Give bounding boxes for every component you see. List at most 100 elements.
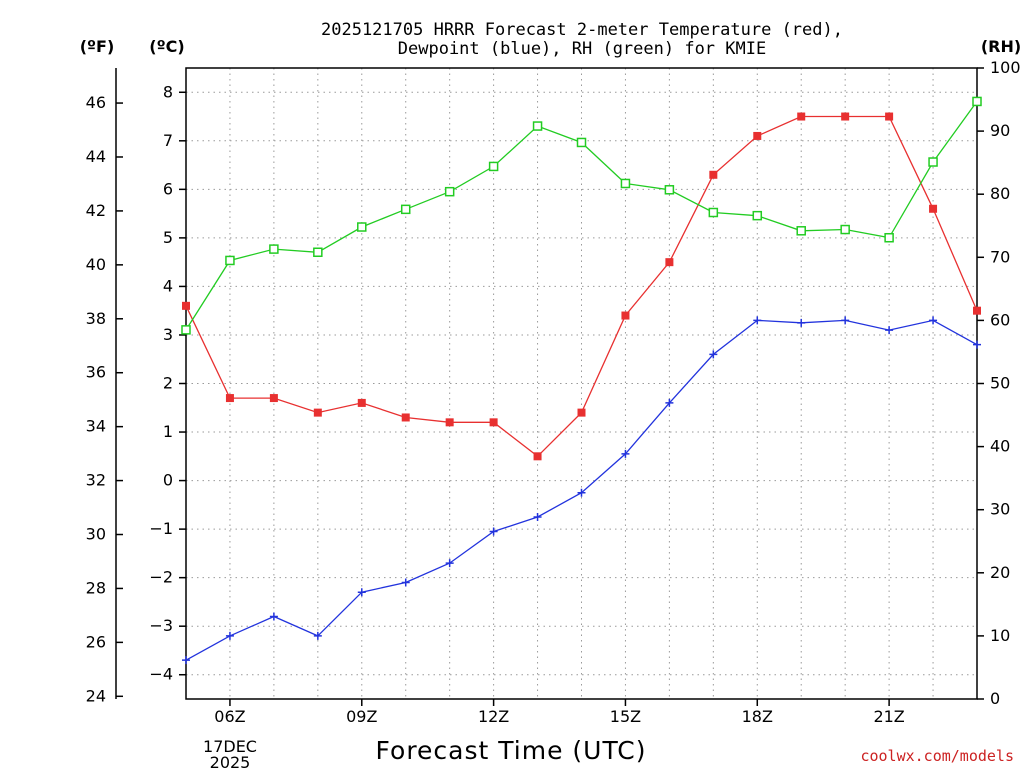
rh-point [488,161,499,172]
fahrenheit-tick-label: 34 [86,417,106,436]
rh-tick-label: 80 [990,184,1010,203]
celsius-tick-label: 4 [163,276,173,295]
credit-text: coolwx.com/models [860,747,1014,765]
celsius-tick-label: 1 [163,422,173,441]
dewpoint-point [709,350,718,359]
x-axis-label: Forecast Time (UTC) [376,736,647,765]
x-tick-label: 12Z [478,707,509,726]
fahrenheit-tick-label: 28 [86,578,106,597]
temperature-point [709,170,718,179]
rh-point [400,204,411,215]
dewpoint-point [225,631,234,640]
rh-tick-label: 0 [990,689,1000,708]
temperature-point [225,394,234,403]
date-label-line-1: 17DEC [203,737,257,756]
dewpoint-point [665,398,674,407]
celsius-tick-label: 8 [163,82,173,101]
rh-point [181,325,191,335]
rh-point [444,186,455,197]
rh-point [972,96,982,107]
grid [186,68,977,699]
fahrenheit-tick-label: 40 [86,255,106,274]
chart-title-line-2: Dewpoint (blue), RH (green) for KMIE [398,39,766,59]
dewpoint-point [797,318,806,327]
celsius-tick-label: −3 [149,616,173,635]
temperature-point [577,408,586,417]
dewpoint-point [753,316,762,325]
fahrenheit-tick-label: 26 [86,632,106,651]
dewpoint-point [313,631,322,640]
temperature-point [929,204,938,213]
x-tick-label: 06Z [214,707,245,726]
dewpoint-point [929,316,938,325]
rh-tick-label: 20 [990,563,1010,582]
temperature-point [973,306,981,315]
celsius-tick-label: 7 [163,131,173,150]
celsius-tick-label: 2 [163,374,173,393]
temperature-point [269,394,278,403]
celsius-tick-label: 0 [163,471,173,490]
dewpoint-point [401,578,410,587]
rh-point [576,137,587,148]
dewpoint-point [533,512,542,521]
dewpoint-point [182,656,190,665]
fahrenheit-tick-label: 42 [86,201,106,220]
series-group [181,96,982,665]
rh-point [796,226,806,236]
fahrenheit-unit-label: (ºF) [80,37,115,56]
fahrenheit-tick-label: 36 [86,363,106,382]
dewpoint-point [841,316,850,325]
rh-point [225,255,235,266]
dewpoint-point [489,527,498,536]
x-tick-label: 21Z [873,707,904,726]
dewpoint-point [885,326,894,335]
rh-point [620,178,631,189]
celsius-tick-label: 6 [163,179,173,198]
temperature-point [533,452,542,461]
rh-point [928,157,938,167]
dewpoint-point [973,340,981,349]
fahrenheit-tick-label: 46 [86,93,106,112]
x-tick-label: 09Z [346,707,377,726]
temperature-point [621,311,630,320]
rh-tick-label: 30 [990,500,1010,519]
dewpoint-point [577,488,586,497]
temperature-point [753,131,762,140]
rh-tick-label: 60 [990,310,1010,329]
celsius-tick-label: −2 [149,568,173,587]
dewpoint-point [357,588,366,597]
celsius-tick-label: 3 [163,325,173,344]
celsius-unit-label: (ºC) [149,37,184,56]
temperature-point [489,418,498,427]
temperature-point [182,301,190,310]
temperature-point [445,418,454,427]
dewpoint-point [621,449,630,458]
rh-tick-label: 90 [990,121,1010,140]
rh-point [269,244,279,254]
date-label-line-2: 2025 [210,753,251,768]
rh-tick-label: 40 [990,437,1010,456]
fahrenheit-tick-label: 30 [86,525,106,544]
rh-point [313,247,323,258]
rh-point [752,210,763,221]
celsius-tick-label: 5 [163,228,173,247]
x-tick-label: 15Z [610,707,641,726]
celsius-tick-label: −4 [149,665,173,684]
rh-point [884,232,894,243]
fahrenheit-tick-label: 44 [86,147,106,166]
fahrenheit-tick-label: 38 [86,309,106,328]
rh-point [664,185,675,195]
rh-unit-label: (RH) [981,37,1021,56]
rh-point [532,121,543,131]
temperature-point [313,408,322,417]
rh-tick-label: 70 [990,247,1010,266]
temperature-point [841,112,850,121]
dewpoint-point [445,559,454,568]
rh-line [185,101,978,331]
temperature-point [357,398,366,407]
chart-title-line-1: 2025121705 HRRR Forecast 2-meter Tempera… [321,20,843,40]
temperature-point [885,112,894,121]
fahrenheit-tick-label: 32 [86,471,106,490]
rh-point [708,207,719,218]
